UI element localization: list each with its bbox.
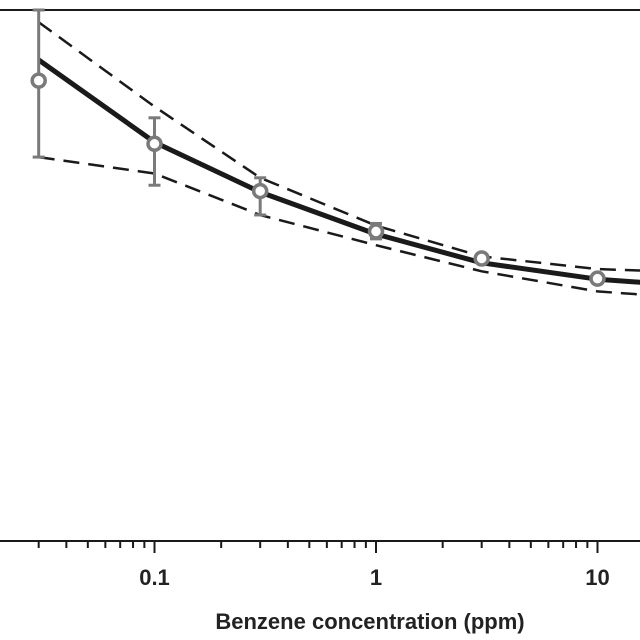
data-point (589, 270, 606, 287)
confidence-band-line (38, 155, 640, 296)
x-tick-label: 1 (370, 565, 382, 590)
x-ticks (37, 541, 599, 553)
data-point (30, 72, 47, 89)
confidence-band-line (37, 21, 640, 272)
fit-line (37, 57, 640, 285)
data-point (251, 182, 269, 200)
x-tick-labels: 0.1 1 10 (139, 565, 610, 590)
error-bars (32, 8, 604, 283)
band-lines (37, 21, 640, 296)
x-tick-label: 10 (585, 565, 609, 590)
data-point (473, 250, 490, 267)
data-point (146, 135, 163, 153)
x-tick-label: 0.1 (139, 565, 170, 590)
data-point (367, 223, 385, 240)
data-points (30, 72, 606, 287)
x-axis-title: Benzene concentration (ppm) (215, 609, 524, 634)
fit-line-group (37, 57, 640, 285)
